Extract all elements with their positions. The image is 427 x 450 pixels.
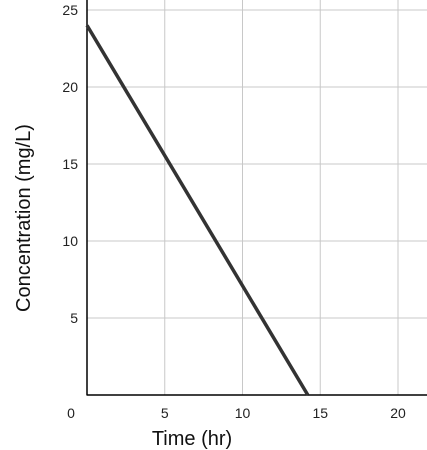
- y-axis-label: Concentration (mg/L): [13, 124, 35, 312]
- x-tick-label-15: 15: [312, 405, 328, 421]
- series-line-0: [85, 24, 310, 396]
- axes: [86, 0, 427, 396]
- x-tick-label-5: 5: [161, 405, 169, 421]
- series-layer: [85, 24, 310, 396]
- grid-lines: [87, 0, 427, 395]
- x-tick-label-0: 0: [67, 405, 75, 421]
- x-tick-label-10: 10: [235, 405, 251, 421]
- y-tick-label-15: 15: [62, 156, 78, 172]
- y-tick-label-5: 5: [70, 310, 78, 326]
- y-tick-label-10: 10: [62, 233, 78, 249]
- x-axis-label: Time (hr): [152, 428, 232, 450]
- y-tick-labels: 5 10 15 20 25: [62, 2, 78, 326]
- x-tick-label-20: 20: [390, 405, 406, 421]
- x-tick-labels: 0 5 10 15 20: [67, 405, 406, 421]
- y-tick-label-25: 25: [62, 2, 78, 18]
- y-tick-label-20: 20: [62, 79, 78, 95]
